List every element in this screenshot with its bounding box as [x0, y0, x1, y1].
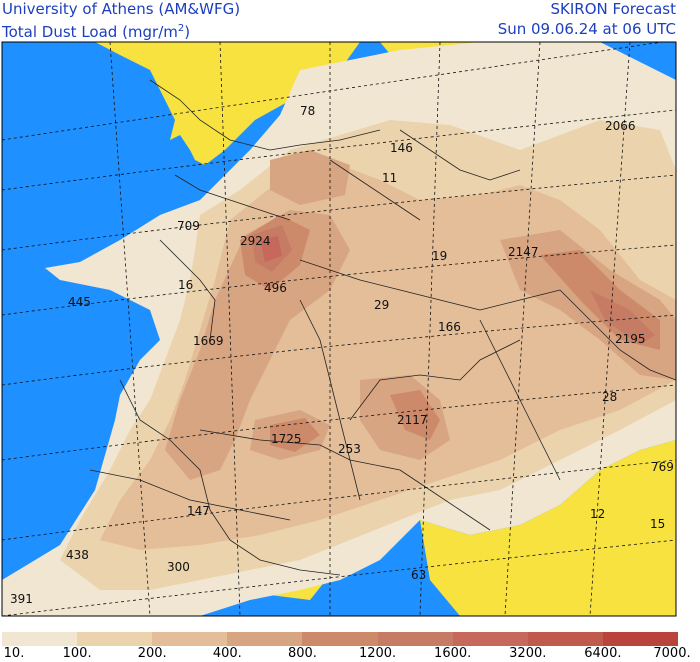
map-label: 1669 [193, 334, 224, 348]
map-label: 15 [650, 517, 665, 531]
map-label: 146 [390, 141, 413, 155]
colorbar-tick-label: 400. [212, 646, 242, 661]
colorbar-swatch [302, 632, 378, 646]
forecast-datetime: Sun 09.06.24 at 06 UTC [497, 20, 676, 38]
map-label: 496 [264, 281, 287, 295]
colorbar-tick-label: 1200. [358, 646, 397, 661]
country-borders [89, 79, 676, 576]
map-label: 28 [602, 390, 617, 404]
map-label: 166 [438, 320, 461, 334]
colorbar-swatch [527, 632, 603, 646]
map-label: 2066 [605, 119, 636, 133]
map-label: 78 [300, 104, 315, 118]
colorbar-swatch [227, 632, 303, 646]
colorbar-swatch [452, 632, 528, 646]
map-label: 300 [167, 560, 190, 574]
colorbar-tick-label: 3200. [509, 646, 547, 661]
map-label: 391 [10, 592, 33, 606]
colorbar-tick-label: 1600. [434, 646, 472, 661]
colorbar [2, 632, 678, 646]
map-label: 2147 [508, 245, 539, 259]
map-label: 2924 [240, 234, 271, 248]
colorbar-tick-label: 10. [3, 646, 25, 661]
map-label: 253 [338, 442, 361, 456]
variable-title-close: ) [184, 23, 191, 41]
map-label: 1725 [271, 432, 302, 446]
map-label: 63 [411, 568, 426, 582]
map-label: 438 [66, 548, 89, 562]
colorbar-tick-label: 6400. [584, 646, 622, 661]
map-label: 769 [651, 460, 674, 474]
map-label: 2117 [397, 413, 428, 427]
map-label: 29 [374, 298, 389, 312]
colorbar-swatch [152, 632, 228, 646]
colorbar-swatch [2, 632, 78, 646]
colorbar-tick-label: 200. [137, 646, 167, 661]
map-label: 12 [590, 507, 605, 521]
colorbar-swatch [77, 632, 153, 646]
colorbar-swatch [377, 632, 453, 646]
map-label: 19 [432, 249, 447, 263]
map-label: 16 [178, 278, 193, 292]
map-label: 147 [187, 504, 210, 518]
map-label: 709 [177, 219, 200, 233]
colorbar-tick-label: 800. [287, 646, 317, 661]
map-label: 11 [382, 171, 397, 185]
value-labels: 78 146 2066 11 709 2924 19 2147 445 16 4… [10, 104, 674, 606]
lat-lon-grid [2, 42, 676, 616]
map-label: 445 [68, 295, 91, 309]
variable-title-sup: 2 [177, 23, 185, 34]
dust-shading [2, 42, 676, 616]
colorbar-swatch [602, 632, 678, 646]
institution-title: University of Athens (AM&WFG) [2, 0, 241, 18]
forecast-title: SKIRON Forecast [550, 0, 676, 18]
colorbar-tick-label: 100. [62, 646, 92, 661]
variable-title-text: Total Dust Load (mgr/m [2, 23, 178, 41]
map-frame [1, 41, 677, 617]
variable-title: Total Dust Load (mgr/m2) [2, 20, 190, 41]
map-label: 2195 [615, 332, 646, 346]
colorbar-tick-label: 7000. [653, 646, 691, 661]
